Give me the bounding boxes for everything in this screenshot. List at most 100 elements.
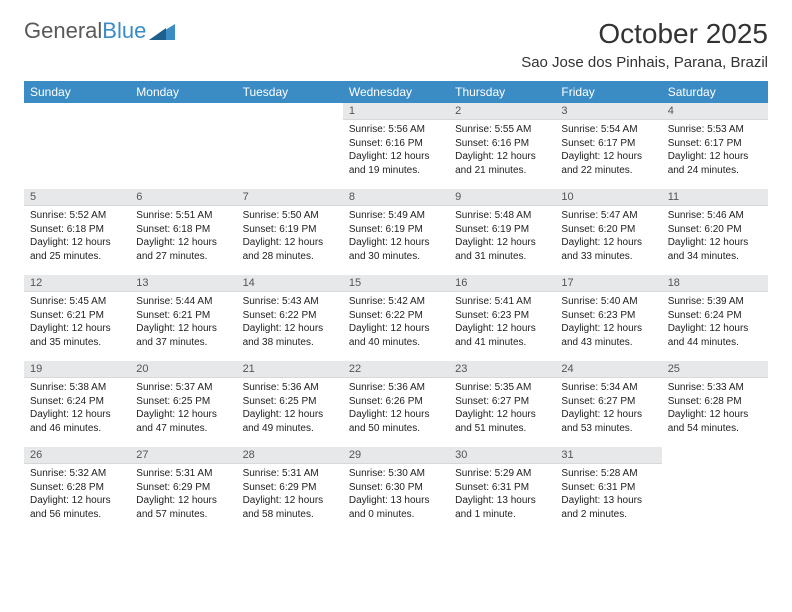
weekday-header: Tuesday [237, 81, 343, 103]
calendar-cell: 5Sunrise: 5:52 AMSunset: 6:18 PMDaylight… [24, 189, 130, 275]
calendar-cell-empty [237, 103, 343, 189]
day-number: 11 [662, 189, 768, 206]
weekday-header: Wednesday [343, 81, 449, 103]
day-number: 24 [555, 361, 661, 378]
calendar-cell: 2Sunrise: 5:55 AMSunset: 6:16 PMDaylight… [449, 103, 555, 189]
day-number: 13 [130, 275, 236, 292]
calendar-row: 12Sunrise: 5:45 AMSunset: 6:21 PMDayligh… [24, 275, 768, 361]
day-number: 20 [130, 361, 236, 378]
calendar-cell: 24Sunrise: 5:34 AMSunset: 6:27 PMDayligh… [555, 361, 661, 447]
calendar-cell: 4Sunrise: 5:53 AMSunset: 6:17 PMDaylight… [662, 103, 768, 189]
day-number: 30 [449, 447, 555, 464]
day-number: 27 [130, 447, 236, 464]
calendar-row: 19Sunrise: 5:38 AMSunset: 6:24 PMDayligh… [24, 361, 768, 447]
calendar-cell: 31Sunrise: 5:28 AMSunset: 6:31 PMDayligh… [555, 447, 661, 533]
calendar-cell: 13Sunrise: 5:44 AMSunset: 6:21 PMDayligh… [130, 275, 236, 361]
day-number: 26 [24, 447, 130, 464]
calendar-cell: 19Sunrise: 5:38 AMSunset: 6:24 PMDayligh… [24, 361, 130, 447]
day-details: Sunrise: 5:36 AMSunset: 6:26 PMDaylight:… [343, 378, 449, 439]
day-number: 5 [24, 189, 130, 206]
day-details: Sunrise: 5:49 AMSunset: 6:19 PMDaylight:… [343, 206, 449, 267]
day-number: 19 [24, 361, 130, 378]
weekday-header: Friday [555, 81, 661, 103]
calendar-cell-empty [130, 103, 236, 189]
location: Sao Jose dos Pinhais, Parana, Brazil [521, 54, 768, 71]
day-details: Sunrise: 5:40 AMSunset: 6:23 PMDaylight:… [555, 292, 661, 353]
calendar-cell: 23Sunrise: 5:35 AMSunset: 6:27 PMDayligh… [449, 361, 555, 447]
logo: GeneralBlue [24, 18, 175, 44]
day-details: Sunrise: 5:31 AMSunset: 6:29 PMDaylight:… [130, 464, 236, 525]
calendar-row: 5Sunrise: 5:52 AMSunset: 6:18 PMDaylight… [24, 189, 768, 275]
day-details: Sunrise: 5:35 AMSunset: 6:27 PMDaylight:… [449, 378, 555, 439]
day-details: Sunrise: 5:43 AMSunset: 6:22 PMDaylight:… [237, 292, 343, 353]
day-details: Sunrise: 5:37 AMSunset: 6:25 PMDaylight:… [130, 378, 236, 439]
day-number: 2 [449, 103, 555, 120]
day-details: Sunrise: 5:51 AMSunset: 6:18 PMDaylight:… [130, 206, 236, 267]
calendar-cell: 30Sunrise: 5:29 AMSunset: 6:31 PMDayligh… [449, 447, 555, 533]
day-number: 8 [343, 189, 449, 206]
calendar-cell: 12Sunrise: 5:45 AMSunset: 6:21 PMDayligh… [24, 275, 130, 361]
day-details: Sunrise: 5:31 AMSunset: 6:29 PMDaylight:… [237, 464, 343, 525]
weekday-header: Saturday [662, 81, 768, 103]
day-details: Sunrise: 5:44 AMSunset: 6:21 PMDaylight:… [130, 292, 236, 353]
calendar-cell-empty [24, 103, 130, 189]
day-details: Sunrise: 5:55 AMSunset: 6:16 PMDaylight:… [449, 120, 555, 181]
day-number: 15 [343, 275, 449, 292]
day-number: 21 [237, 361, 343, 378]
day-number: 31 [555, 447, 661, 464]
day-details: Sunrise: 5:39 AMSunset: 6:24 PMDaylight:… [662, 292, 768, 353]
calendar-cell: 22Sunrise: 5:36 AMSunset: 6:26 PMDayligh… [343, 361, 449, 447]
day-details: Sunrise: 5:38 AMSunset: 6:24 PMDaylight:… [24, 378, 130, 439]
day-number: 14 [237, 275, 343, 292]
day-number: 25 [662, 361, 768, 378]
day-number: 16 [449, 275, 555, 292]
weekday-header: Sunday [24, 81, 130, 103]
calendar-cell-empty [662, 447, 768, 533]
day-details: Sunrise: 5:29 AMSunset: 6:31 PMDaylight:… [449, 464, 555, 525]
calendar-cell: 6Sunrise: 5:51 AMSunset: 6:18 PMDaylight… [130, 189, 236, 275]
logo-text-1: General [24, 18, 102, 44]
day-number: 3 [555, 103, 661, 120]
calendar-body: 1Sunrise: 5:56 AMSunset: 6:16 PMDaylight… [24, 103, 768, 533]
calendar-cell: 1Sunrise: 5:56 AMSunset: 6:16 PMDaylight… [343, 103, 449, 189]
calendar-cell: 8Sunrise: 5:49 AMSunset: 6:19 PMDaylight… [343, 189, 449, 275]
calendar-page: GeneralBlue October 2025 Sao Jose dos Pi… [0, 0, 792, 551]
day-details: Sunrise: 5:46 AMSunset: 6:20 PMDaylight:… [662, 206, 768, 267]
day-number: 17 [555, 275, 661, 292]
day-details: Sunrise: 5:47 AMSunset: 6:20 PMDaylight:… [555, 206, 661, 267]
day-details: Sunrise: 5:45 AMSunset: 6:21 PMDaylight:… [24, 292, 130, 353]
day-details: Sunrise: 5:41 AMSunset: 6:23 PMDaylight:… [449, 292, 555, 353]
title-block: October 2025 Sao Jose dos Pinhais, Paran… [521, 18, 768, 77]
calendar-cell: 3Sunrise: 5:54 AMSunset: 6:17 PMDaylight… [555, 103, 661, 189]
day-details: Sunrise: 5:32 AMSunset: 6:28 PMDaylight:… [24, 464, 130, 525]
day-details: Sunrise: 5:52 AMSunset: 6:18 PMDaylight:… [24, 206, 130, 267]
calendar-row: 26Sunrise: 5:32 AMSunset: 6:28 PMDayligh… [24, 447, 768, 533]
logo-triangle-icon [149, 22, 175, 40]
day-number: 10 [555, 189, 661, 206]
month-title: October 2025 [521, 18, 768, 50]
day-details: Sunrise: 5:36 AMSunset: 6:25 PMDaylight:… [237, 378, 343, 439]
day-details: Sunrise: 5:30 AMSunset: 6:30 PMDaylight:… [343, 464, 449, 525]
day-details: Sunrise: 5:42 AMSunset: 6:22 PMDaylight:… [343, 292, 449, 353]
calendar-cell: 15Sunrise: 5:42 AMSunset: 6:22 PMDayligh… [343, 275, 449, 361]
calendar-cell: 20Sunrise: 5:37 AMSunset: 6:25 PMDayligh… [130, 361, 236, 447]
weekday-header: Thursday [449, 81, 555, 103]
calendar-cell: 27Sunrise: 5:31 AMSunset: 6:29 PMDayligh… [130, 447, 236, 533]
day-number: 1 [343, 103, 449, 120]
calendar-cell: 10Sunrise: 5:47 AMSunset: 6:20 PMDayligh… [555, 189, 661, 275]
day-number: 4 [662, 103, 768, 120]
calendar-row: 1Sunrise: 5:56 AMSunset: 6:16 PMDaylight… [24, 103, 768, 189]
day-number: 6 [130, 189, 236, 206]
day-number: 7 [237, 189, 343, 206]
calendar-table: SundayMondayTuesdayWednesdayThursdayFrid… [24, 81, 768, 533]
calendar-cell: 17Sunrise: 5:40 AMSunset: 6:23 PMDayligh… [555, 275, 661, 361]
calendar-cell: 29Sunrise: 5:30 AMSunset: 6:30 PMDayligh… [343, 447, 449, 533]
day-number: 29 [343, 447, 449, 464]
calendar-cell: 25Sunrise: 5:33 AMSunset: 6:28 PMDayligh… [662, 361, 768, 447]
calendar-cell: 14Sunrise: 5:43 AMSunset: 6:22 PMDayligh… [237, 275, 343, 361]
calendar-cell: 18Sunrise: 5:39 AMSunset: 6:24 PMDayligh… [662, 275, 768, 361]
calendar-cell: 26Sunrise: 5:32 AMSunset: 6:28 PMDayligh… [24, 447, 130, 533]
day-details: Sunrise: 5:48 AMSunset: 6:19 PMDaylight:… [449, 206, 555, 267]
header-row: GeneralBlue October 2025 Sao Jose dos Pi… [24, 18, 768, 77]
day-details: Sunrise: 5:56 AMSunset: 6:16 PMDaylight:… [343, 120, 449, 181]
